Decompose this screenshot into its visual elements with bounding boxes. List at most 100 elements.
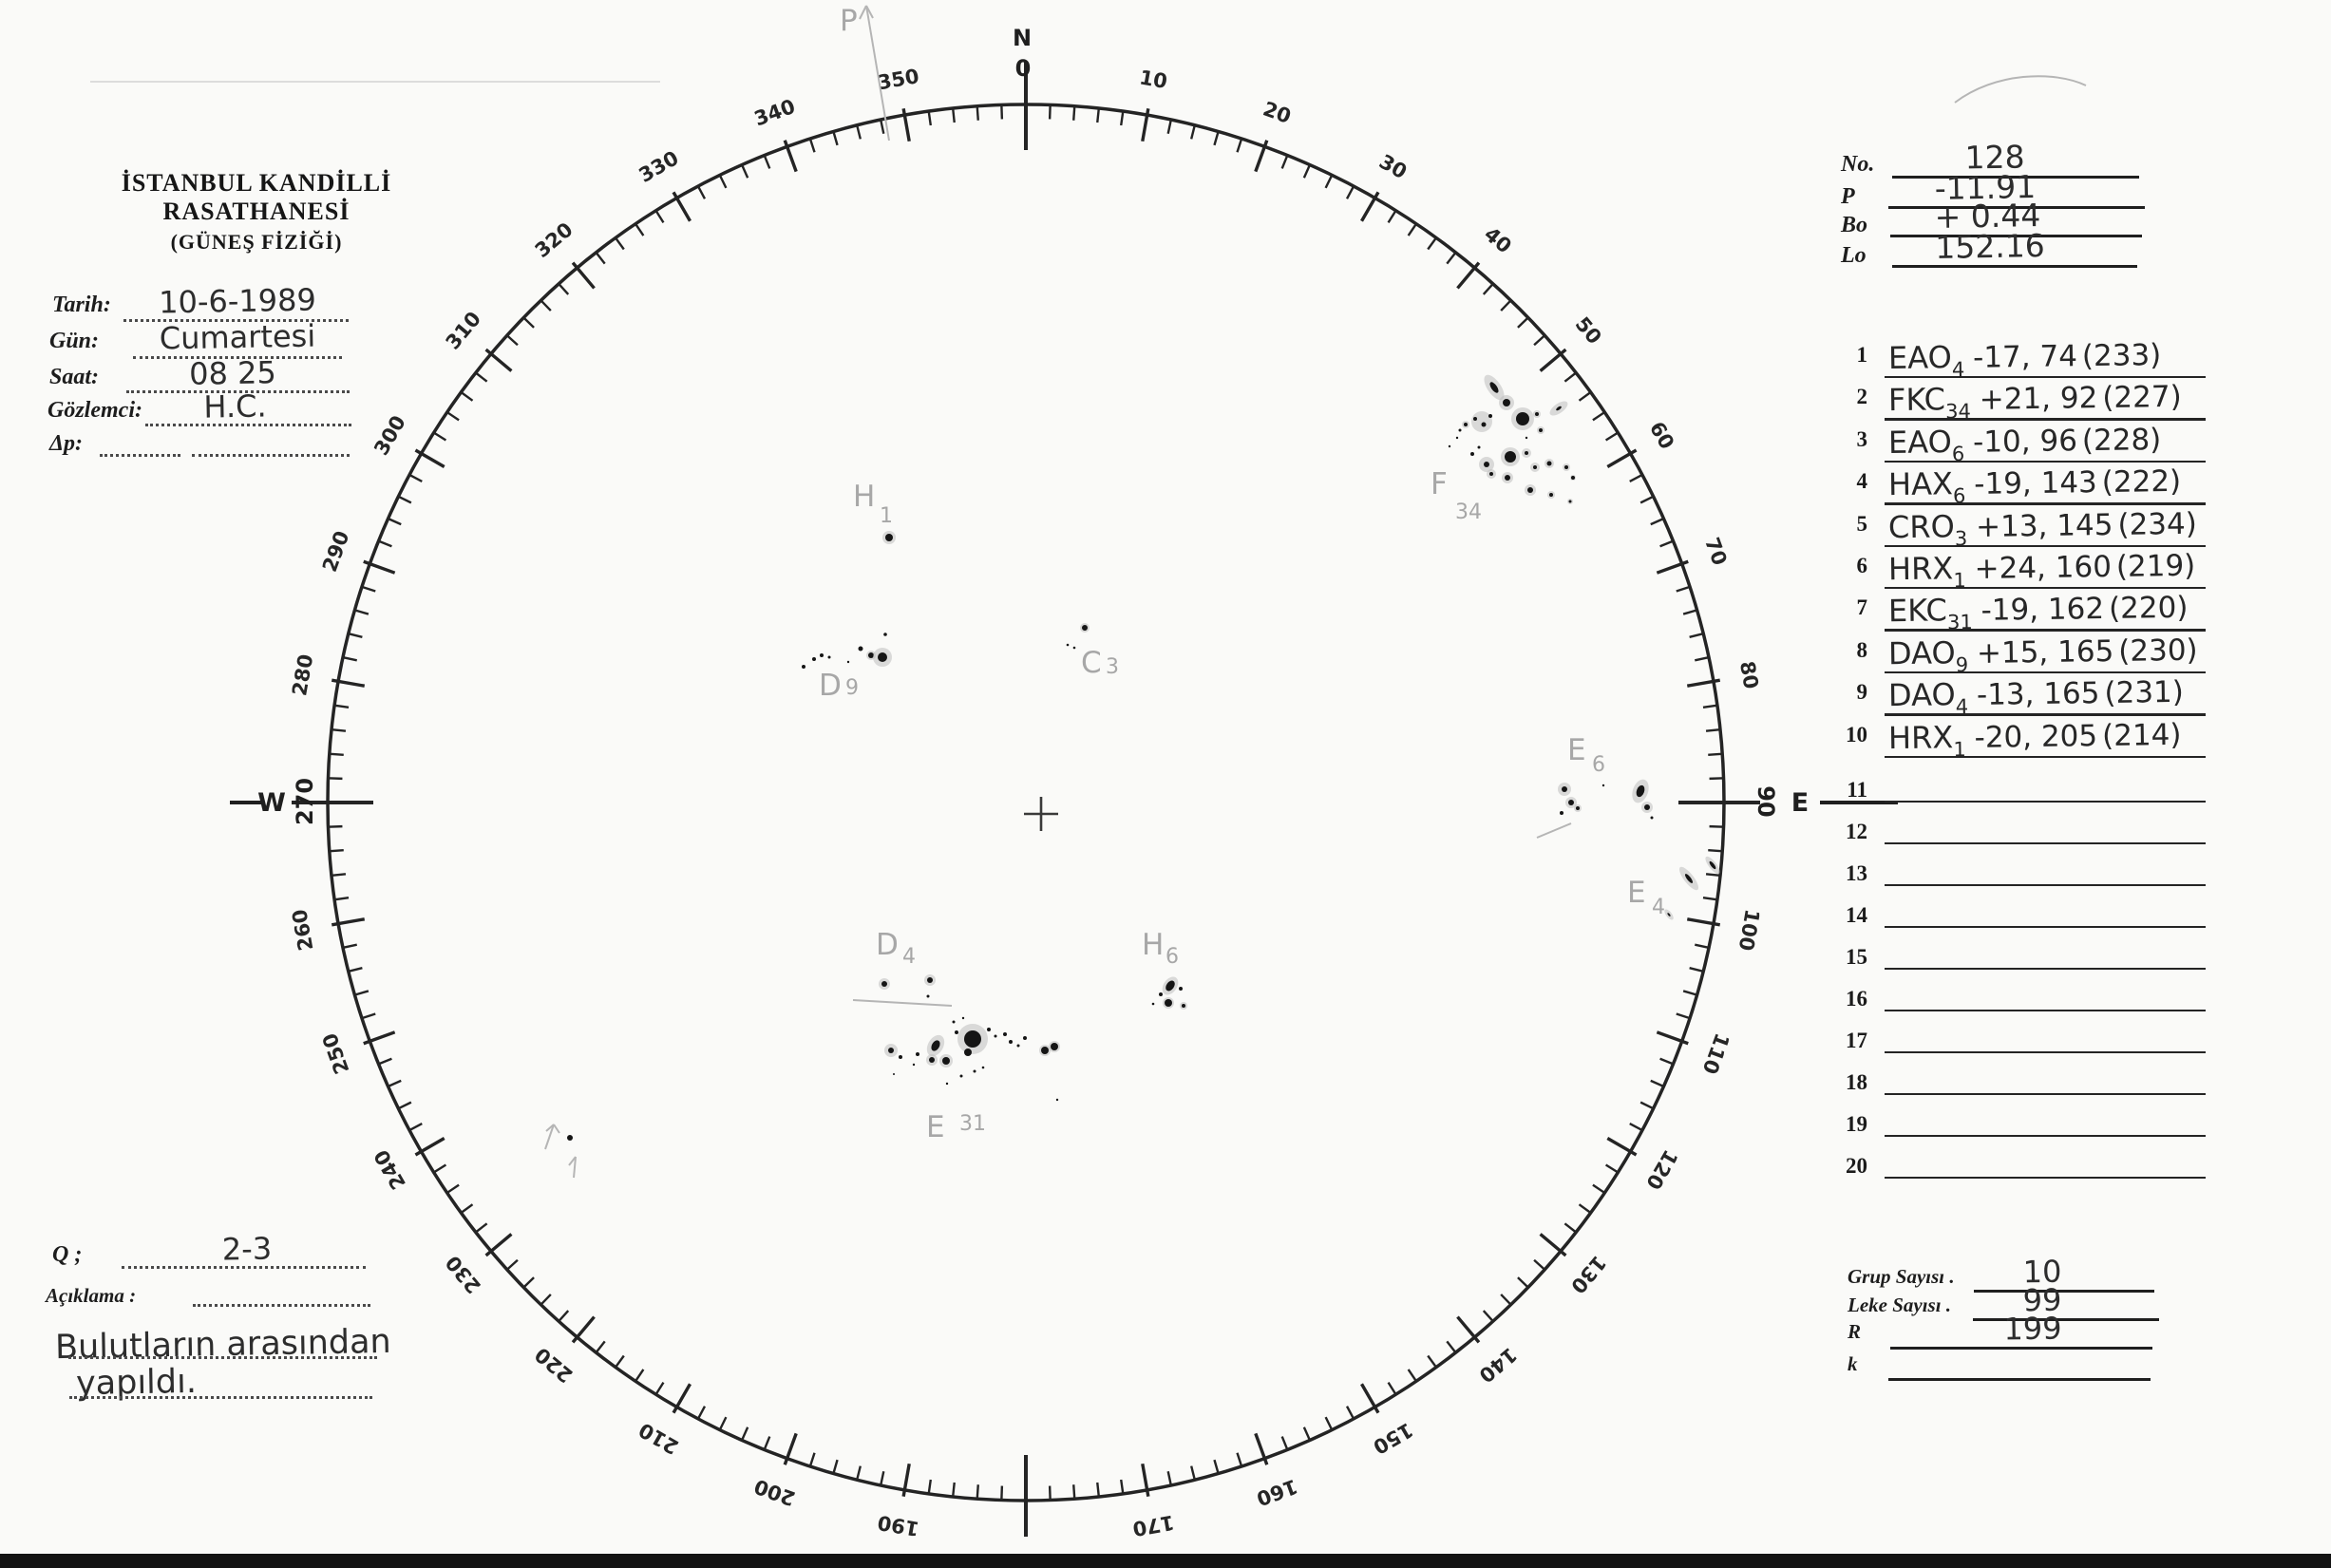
quality-value: 2-3 xyxy=(221,1230,273,1268)
group-row-number: 5 xyxy=(1856,511,1868,536)
group-coordinates: +15, 165 xyxy=(1976,633,2114,671)
sunspot-umbra xyxy=(1539,428,1543,432)
svg-text:300: 300 xyxy=(370,412,410,460)
group-pencil-subscript: 4 xyxy=(1652,896,1665,919)
group-pencil-subscript: 31 xyxy=(959,1112,986,1136)
sunspot-umbra xyxy=(858,646,863,652)
group-entry: DAO9 +15, 165 (230) xyxy=(1888,632,2198,677)
group-class: DAO xyxy=(1887,676,1956,714)
group-row-line xyxy=(1885,418,2206,421)
sunspot-umbra xyxy=(1684,874,1694,883)
group-region-number: (220) xyxy=(2108,591,2189,627)
sunspot-umbra xyxy=(912,1063,916,1067)
group-coordinates: -10, 96 xyxy=(1972,424,2078,460)
svg-text:200: 200 xyxy=(751,1475,798,1511)
sunspot-group-H1: H1 xyxy=(853,480,896,544)
r-number-label: R xyxy=(1848,1320,1862,1343)
group-row-number: 9 xyxy=(1856,680,1868,705)
sunspot-umbra xyxy=(952,1020,956,1024)
svg-text:40: 40 xyxy=(1480,222,1516,257)
sunspot-group-marked-spot xyxy=(567,1135,573,1141)
svg-text:150: 150 xyxy=(1370,1418,1417,1459)
pencil-marks: P xyxy=(544,4,2087,1179)
sunspot-umbra xyxy=(1151,1002,1155,1006)
group-pencil-label: F xyxy=(1431,467,1448,501)
sunspot-umbra xyxy=(868,652,874,658)
group-class: HRX xyxy=(1887,718,1954,756)
time-line xyxy=(126,390,350,393)
group-coordinates: -13, 165 xyxy=(1976,676,2100,713)
sunspot-umbra xyxy=(899,1055,902,1059)
quality-line xyxy=(122,1266,366,1269)
sunspot-umbra xyxy=(1549,493,1553,497)
group-pencil-label: E xyxy=(1567,733,1586,767)
lo-line xyxy=(1892,265,2137,268)
group-row-number: 16 xyxy=(1846,987,1867,1011)
sunspot-umbra xyxy=(1458,428,1462,432)
sunspot-umbra xyxy=(1644,804,1650,810)
group-region-number: (231) xyxy=(2104,675,2185,711)
sunspot-umbra xyxy=(981,1066,985,1069)
group-pencil-label: E xyxy=(926,1110,945,1144)
sunspot-umbra xyxy=(1066,643,1070,647)
sunspot-umbra xyxy=(1448,444,1451,448)
svg-text:170: 170 xyxy=(1131,1511,1176,1540)
group-count-label: Grup Sayısı . xyxy=(1848,1265,1955,1288)
group-entry: DAO4 -13, 165 (231) xyxy=(1887,673,2185,718)
sunspot-umbra xyxy=(846,660,850,664)
sunspot-umbra xyxy=(1182,1004,1185,1008)
group-class: EAO xyxy=(1887,423,1953,461)
no-label: No. xyxy=(1841,152,1875,177)
svg-text:290: 290 xyxy=(318,528,354,575)
date-label: Tarih: xyxy=(52,293,111,317)
sunspot-umbra xyxy=(1650,816,1654,820)
remarks-text-line1: Bulutların arasından xyxy=(54,1322,392,1368)
sunspot-umbra xyxy=(1016,1044,1020,1048)
group-region-number: (228) xyxy=(2081,422,2162,458)
svg-text:320: 320 xyxy=(531,218,578,263)
group-row-line xyxy=(1885,671,2206,674)
group-row-number: 1 xyxy=(1856,343,1868,367)
svg-text:190: 190 xyxy=(876,1511,920,1540)
group-pencil-label: C xyxy=(1081,646,1102,680)
no-line xyxy=(1892,176,2139,179)
group-pencil-label: E xyxy=(1627,876,1646,910)
east-degree-label: 90 xyxy=(1753,785,1779,817)
group-row-number: 2 xyxy=(1856,385,1868,409)
sunspot-umbra xyxy=(1709,860,1716,870)
scan-edge-bar xyxy=(0,1554,2331,1568)
group-pencil-subscript: 4 xyxy=(902,945,916,969)
sunspot-penumbra xyxy=(1471,411,1492,432)
observer-line xyxy=(145,424,351,426)
group-class: CRO xyxy=(1887,507,1956,545)
group-entry: HRX1 -20, 205 (214) xyxy=(1887,715,2182,760)
group-entry: EKC31 -19, 162 (220) xyxy=(1888,589,2189,634)
sunspot-umbra xyxy=(987,1028,991,1031)
svg-text:230: 230 xyxy=(442,1251,486,1297)
sunspot-umbra xyxy=(1009,1040,1013,1044)
bo-label: Bo xyxy=(1841,213,1868,237)
sunspot-umbra xyxy=(926,994,930,998)
group-region-number: (233) xyxy=(2081,337,2162,374)
svg-text:130: 130 xyxy=(1566,1251,1611,1297)
group-entry: EAO4 -17, 74 (233) xyxy=(1888,336,2162,381)
r-number-line xyxy=(1890,1347,2152,1350)
sunspot-umbra xyxy=(883,633,887,636)
sunspot-umbra xyxy=(1576,806,1580,810)
group-row-number: 19 xyxy=(1846,1112,1867,1136)
group-class: HRX xyxy=(1887,550,1954,588)
observatory-dept: (GÜNEŞ FİZİĞİ) xyxy=(170,230,343,254)
svg-text:30: 30 xyxy=(1375,150,1411,183)
west-letter: W xyxy=(257,788,286,818)
sunspot-umbra xyxy=(881,981,887,987)
day-line xyxy=(133,356,342,359)
group-row-number: 12 xyxy=(1846,820,1867,843)
sunspot-umbra xyxy=(1533,465,1537,469)
sunspot-umbra xyxy=(893,1073,895,1075)
group-pencil-subscript: 1 xyxy=(880,504,893,528)
group-region-number: (214) xyxy=(2101,717,2182,753)
